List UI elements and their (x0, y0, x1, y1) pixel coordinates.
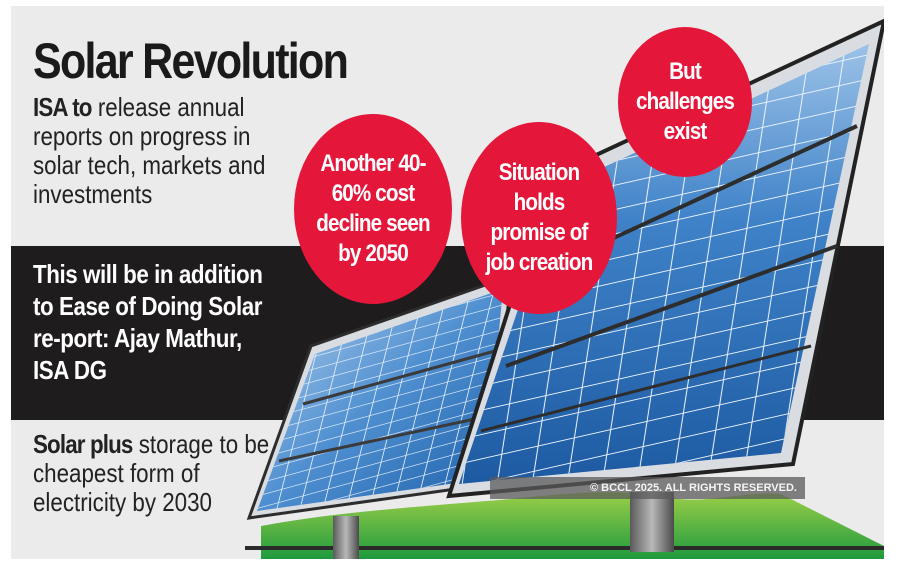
point-isa-reports: ISA to release annual reports on progres… (33, 93, 274, 209)
infographic-title: Solar Revolution (33, 33, 349, 89)
bubble-challenges: But challenges exist (618, 27, 752, 177)
grass-hill (261, 492, 884, 559)
bubble-text: But challenges exist (635, 58, 735, 145)
point-ease-of-doing-solar: This will be in addition to Ease of Doin… (33, 259, 263, 385)
bubble-cost-decline: Another 40-60% cost decline seen by 2050 (294, 114, 452, 304)
bubble-text: Another 40-60% cost decline seen by 2050 (316, 150, 430, 267)
bubble-text: Situation holds promise of job creation (485, 159, 594, 276)
point-lead: Solar plus (33, 429, 133, 459)
point-solar-plus-storage: Solar plus storage to be cheapest form o… (33, 430, 291, 517)
infographic-card: Solar Revolution ISA to release annual r… (11, 6, 884, 559)
bubble-job-creation: Situation holds promise of job creation (461, 122, 617, 314)
point-lead: ISA to (33, 92, 92, 122)
copyright-watermark: © BCCL 2025. ALL RIGHTS RESERVED. (490, 477, 805, 499)
right-pole (630, 492, 674, 552)
point-text: storage to be cheapest form of electrici… (33, 429, 270, 517)
left-pole (333, 516, 359, 559)
point-text: release annual reports on progress in so… (33, 92, 266, 209)
